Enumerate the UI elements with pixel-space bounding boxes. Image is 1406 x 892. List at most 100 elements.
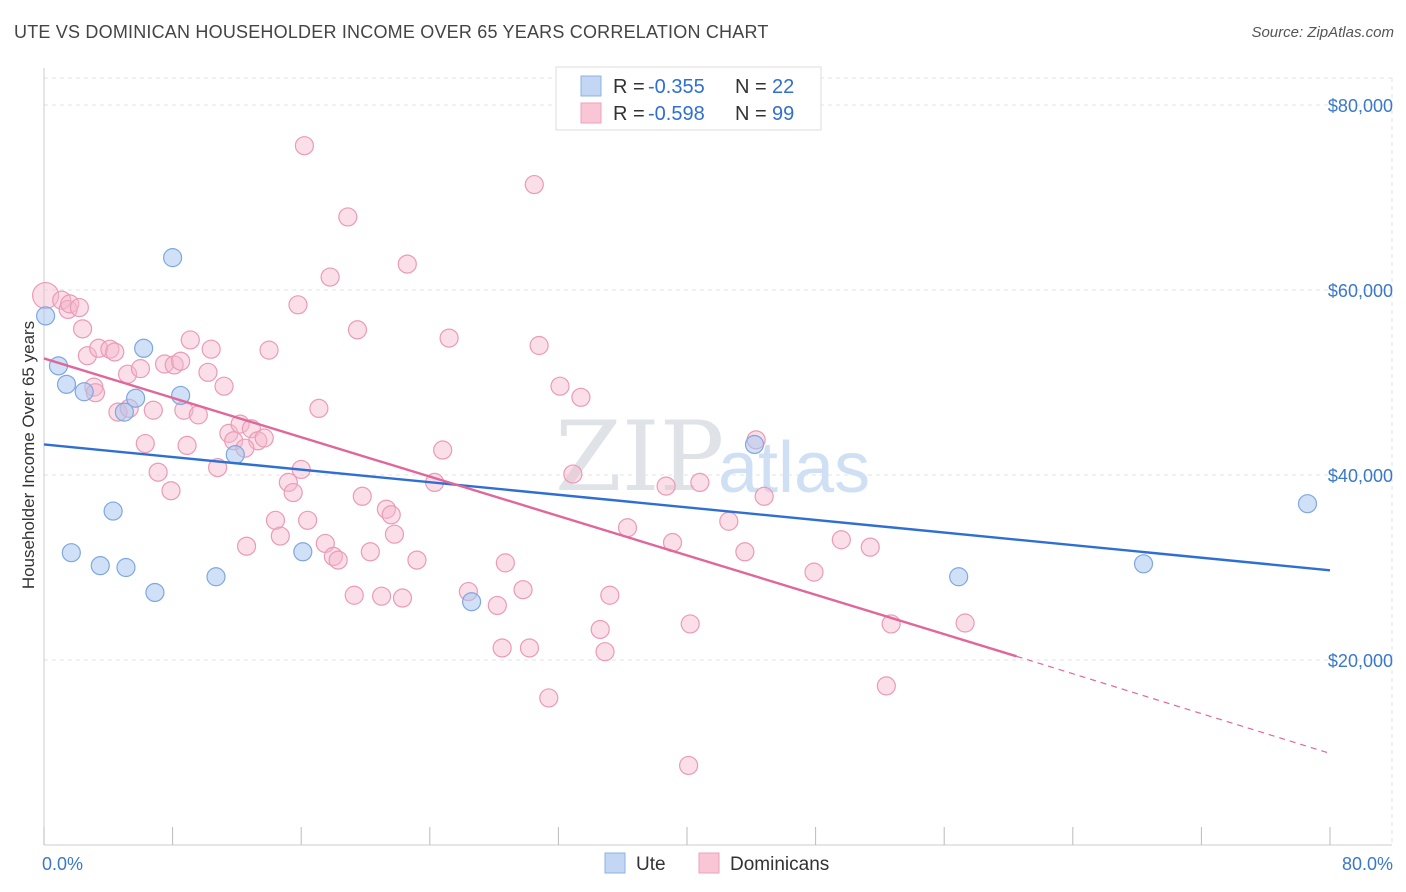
- dominicans-point-70: [513, 580, 533, 600]
- dominicans-point-76: [563, 464, 583, 484]
- ute-point-20: [1133, 554, 1154, 574]
- dominicans-point-11: [105, 342, 125, 362]
- ute-point-8: [126, 388, 146, 408]
- dominicans-point-46: [309, 398, 329, 418]
- watermark: ZIP atlas: [555, 401, 870, 513]
- dominicans-point-93: [860, 537, 880, 557]
- ute-point-17: [461, 592, 482, 612]
- dominicans-point-43: [288, 295, 308, 315]
- dominicans-point-92: [831, 530, 851, 550]
- dominicans-point-86: [690, 472, 710, 492]
- bottom-legend-swatch-ute: [604, 852, 626, 874]
- dominicans-point-51: [338, 207, 358, 227]
- x-tick-label-1: 80.0%: [1342, 854, 1393, 874]
- x-tick-labels: 0.0% 80.0%: [42, 854, 1393, 874]
- dominicans-point-24: [177, 435, 197, 455]
- dominicans-point-37: [254, 428, 274, 448]
- y-tick-label-0: $20,000: [1328, 651, 1393, 671]
- ute-point-0: [36, 306, 56, 326]
- dominicans-point-53: [347, 320, 368, 340]
- dominicans-point-72: [524, 174, 544, 195]
- dominicans-point-19: [154, 354, 175, 374]
- dominicans-point-40: [270, 526, 290, 546]
- legend-r-value-ute: -0.355: [648, 76, 705, 98]
- dominicans-point-45: [298, 510, 318, 530]
- bottom-legend-label-dominicans: Dominicans: [730, 854, 829, 875]
- dominicans-point-18: [148, 462, 168, 482]
- legend-r-value-dominicans: -0.598: [648, 103, 705, 125]
- source-credit: Source: ZipAtlas.com: [1251, 24, 1394, 41]
- ute-point-18: [744, 434, 765, 455]
- series-ute: [36, 248, 1318, 612]
- dominicans-point-16: [135, 433, 155, 454]
- dominicans-point-28: [201, 339, 221, 359]
- ute-point-4: [74, 382, 94, 402]
- ute-point-15: [225, 445, 245, 465]
- dominicans-point-82: [656, 476, 676, 496]
- trend-line-dominicans-extension: [1016, 655, 1331, 754]
- legend-n-value-ute: 22: [772, 76, 794, 98]
- ute-point-2: [56, 374, 77, 394]
- dominicans-point-20: [161, 481, 181, 501]
- y-axis-label: Householder Income Over 65 years: [19, 321, 38, 589]
- ute-point-19: [949, 567, 969, 587]
- trend-lines: [43, 357, 1331, 754]
- legend-r-label-ute: R =: [613, 76, 645, 98]
- trend-line-dominicans: [43, 357, 1017, 658]
- legend-n-label-ute: N =: [735, 76, 767, 98]
- watermark-zip: ZIP: [555, 401, 724, 513]
- ute-point-11: [145, 582, 165, 603]
- ute-point-16: [293, 542, 313, 562]
- ute-point-14: [206, 567, 226, 587]
- dominicans-point-71: [519, 638, 540, 658]
- dominicans-point-79: [595, 642, 615, 662]
- dominicans-point-55: [360, 542, 380, 562]
- dominicans-point-39: [265, 510, 286, 530]
- dominicans-point-58: [381, 505, 401, 525]
- series-dominicans: [32, 136, 975, 776]
- dominicans-point-60: [392, 588, 413, 608]
- dominicans-point-6: [77, 346, 98, 366]
- dominicans-point-65: [439, 328, 459, 348]
- dominicans-point-67: [487, 595, 507, 616]
- dominicans-point-91: [804, 562, 824, 582]
- dominicans-point-78: [590, 619, 610, 640]
- ute-point-6: [103, 501, 123, 521]
- legend-r-label-dominicans: R =: [613, 103, 645, 125]
- dominicans-point-87: [719, 511, 739, 531]
- y-tick-labels: $20,000 $40,000 $60,000 $80,000: [1328, 96, 1393, 671]
- dominicans-point-96: [955, 613, 975, 633]
- dominicans-point-94: [876, 676, 896, 696]
- dominicans-point-34: [236, 536, 257, 556]
- dominicans-point-48: [320, 267, 340, 287]
- dominicans-point-80: [600, 585, 620, 605]
- dominicans-point-30: [214, 376, 234, 396]
- dominicans-point-84: [680, 614, 700, 634]
- legend-n-label-dominicans: N =: [735, 103, 767, 125]
- ute-point-12: [163, 248, 183, 268]
- dominicans-point-42: [283, 482, 303, 503]
- dominicans-point-44: [294, 136, 315, 156]
- bottom-legend: Ute Dominicans: [604, 852, 829, 875]
- y-tick-label-3: $80,000: [1328, 96, 1393, 116]
- ute-point-21: [1297, 494, 1318, 514]
- dominicans-point-22: [171, 351, 191, 371]
- trend-line-ute: [43, 443, 1331, 572]
- dominicans-point-62: [407, 550, 427, 570]
- ute-point-9: [114, 402, 134, 422]
- legend-box: R = -0.355 N = 22 R = -0.598 N = 99: [555, 66, 822, 131]
- dominicans-point-59: [384, 524, 405, 544]
- dominicans-point-75: [550, 376, 570, 396]
- dominicans-point-68: [492, 638, 512, 658]
- dominicans-point-52: [344, 585, 364, 605]
- dominicans-point-61: [397, 254, 417, 274]
- dominicans-point-3: [60, 294, 80, 314]
- ute-point-10: [134, 338, 154, 358]
- legend-swatch-dominicans: [580, 102, 602, 124]
- y-tick-label-2: $60,000: [1328, 281, 1393, 301]
- dominicans-point-54: [352, 486, 372, 506]
- dominicans-point-17: [143, 400, 163, 420]
- ute-point-3: [61, 543, 81, 563]
- dominicans-point-41: [278, 472, 298, 492]
